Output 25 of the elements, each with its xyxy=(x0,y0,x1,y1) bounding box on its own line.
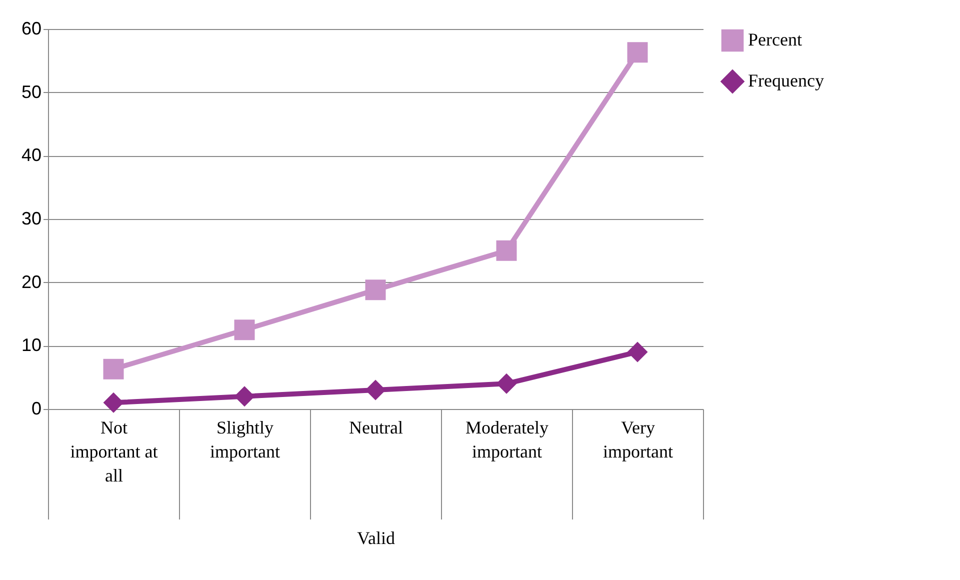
point xyxy=(627,42,648,63)
x-axis-title: Valid xyxy=(357,528,395,548)
x-tick-label: Neutral xyxy=(349,418,403,438)
x-tick-label: Moderately important xyxy=(466,418,548,462)
point xyxy=(365,280,386,300)
y-tick-label: 20 xyxy=(21,272,42,292)
point xyxy=(234,320,255,340)
point xyxy=(496,240,517,261)
x-tick-label: Slightly important xyxy=(210,418,280,462)
legend-label: Percent xyxy=(748,30,802,50)
y-tick-label: 50 xyxy=(21,82,42,102)
y-tick-label: 40 xyxy=(21,145,42,166)
point xyxy=(365,380,386,400)
point xyxy=(496,373,517,394)
point xyxy=(234,386,255,407)
y-tick-label: 10 xyxy=(21,335,42,356)
point xyxy=(103,392,124,413)
x-tick-label: Not important at all xyxy=(70,418,158,486)
legend-label: Frequency xyxy=(748,70,824,90)
x-tick-label: Very important xyxy=(603,418,673,462)
point xyxy=(627,342,648,362)
y-tick-label: 60 xyxy=(21,18,42,38)
y-tick-label: 0 xyxy=(31,398,42,418)
y-tick-label: 30 xyxy=(21,208,42,228)
point xyxy=(103,358,124,380)
